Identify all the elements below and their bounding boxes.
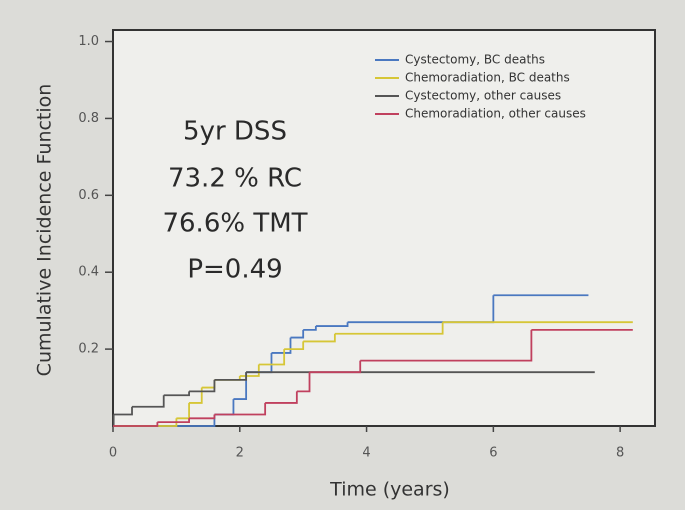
annotation: P=0.49 <box>187 255 282 285</box>
x-tick-label: 2 <box>236 446 244 461</box>
step-segment <box>113 406 133 416</box>
x-tick-label: 8 <box>616 446 624 461</box>
x-tick-label: 0 <box>109 446 117 461</box>
step-segment <box>233 372 248 400</box>
step-segment <box>271 337 292 354</box>
step-segment <box>132 395 165 408</box>
step-segment <box>309 360 362 374</box>
step-segment <box>189 414 216 420</box>
annotation: 5yr DSS <box>183 117 287 147</box>
step-segment <box>189 387 203 404</box>
y-tick-label: 0.6 <box>78 188 99 203</box>
step-segment <box>112 414 115 427</box>
legend-label: Cystectomy, other causes <box>405 89 561 103</box>
annotation: 76.6% TMT <box>162 209 307 239</box>
step-segment <box>113 422 159 427</box>
step-segment <box>334 322 444 335</box>
x-axis-label: Time (years) <box>329 479 450 501</box>
step-segment <box>258 349 286 366</box>
x-tick-label: 4 <box>362 446 370 461</box>
step-segment <box>360 329 533 362</box>
step-segment <box>296 372 311 393</box>
y-tick-label: 0.4 <box>78 265 99 280</box>
step-segment <box>214 372 248 381</box>
step-segment <box>290 329 305 339</box>
y-tick-label: 1.0 <box>78 34 99 49</box>
step-segment <box>214 402 267 416</box>
step-segment <box>265 391 298 404</box>
legend-label: Chemoradiation, other causes <box>405 107 586 121</box>
step-segment <box>189 379 216 393</box>
legend-label: Cystectomy, BC deaths <box>405 53 545 67</box>
step-segment <box>163 391 190 397</box>
y-tick-label: 0.2 <box>78 342 99 357</box>
step-segment <box>284 341 305 351</box>
x-tick-label: 6 <box>489 446 497 461</box>
annotation: 73.2 % RC <box>168 164 302 194</box>
step-segment <box>303 326 317 331</box>
legend-label: Chemoradiation, BC deaths <box>405 71 570 85</box>
step-segment <box>315 322 349 327</box>
y-axis-label: Cumulative Incidence Function <box>34 84 56 377</box>
y-tick-label: 0.8 <box>78 111 99 126</box>
step-segment <box>303 333 336 343</box>
step-segment <box>157 418 190 424</box>
